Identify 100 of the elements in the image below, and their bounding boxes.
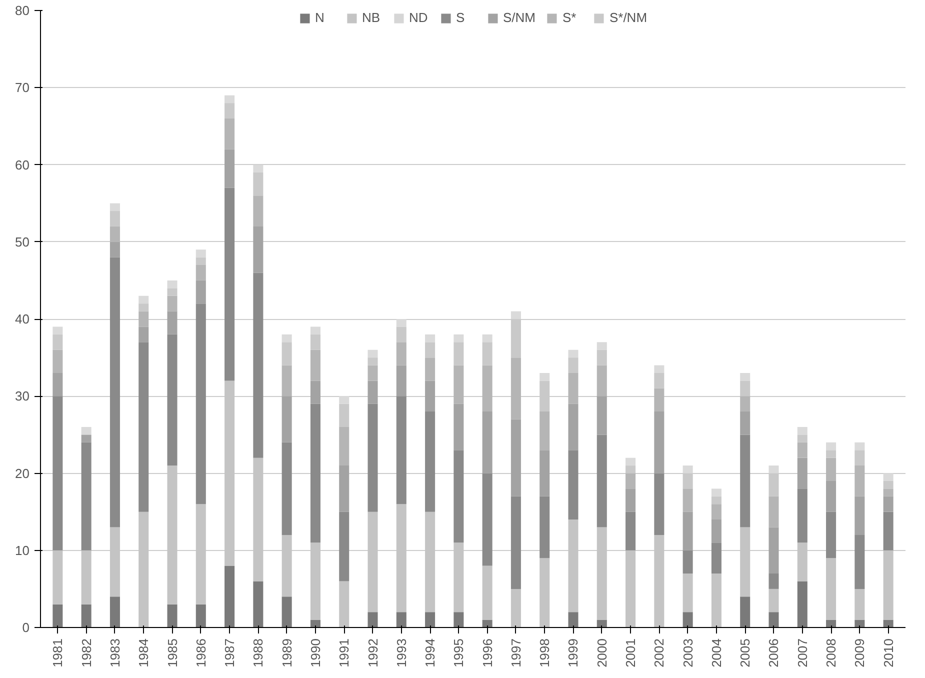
bar	[797, 488, 808, 543]
bar	[682, 550, 693, 574]
x-tick-label: 1987	[222, 638, 238, 668]
bar	[138, 342, 149, 512]
bar	[81, 442, 92, 550]
bar	[196, 304, 206, 504]
bar	[510, 419, 521, 496]
bar	[682, 512, 693, 550]
x-tick-label: 2006	[766, 638, 782, 668]
bar	[768, 496, 779, 528]
legend-label: S*	[562, 10, 578, 25]
bar	[740, 372, 750, 381]
x-tick-label: 2010	[880, 638, 896, 668]
bar	[826, 480, 836, 512]
bar	[81, 604, 92, 628]
bar	[854, 534, 865, 589]
bar	[368, 612, 378, 628]
legend-label: N	[314, 10, 326, 25]
bar	[196, 604, 206, 628]
bar	[711, 574, 722, 628]
x-tick-label: 1984	[136, 638, 152, 668]
bar	[310, 404, 320, 543]
bar	[711, 488, 722, 496]
bar	[540, 496, 550, 558]
bar	[626, 466, 636, 474]
bar	[682, 473, 693, 489]
bar	[396, 365, 406, 396]
bar	[282, 442, 292, 535]
bar	[654, 372, 664, 388]
bar	[310, 380, 320, 404]
x-tick-label: 1982	[78, 638, 94, 668]
x-tick-label: 1988	[250, 638, 266, 668]
bar	[454, 342, 464, 366]
y-tick-label: 40	[15, 312, 30, 326]
bar	[826, 458, 836, 481]
bar	[396, 326, 406, 342]
x-tick-label: 2008	[824, 638, 839, 668]
bar	[510, 496, 521, 589]
x-tick-label: 1992	[365, 638, 380, 668]
bar	[454, 612, 464, 628]
bar	[654, 473, 664, 535]
bar	[596, 365, 607, 396]
bar	[368, 350, 378, 358]
bar	[482, 365, 492, 412]
bar	[282, 596, 292, 628]
bar	[883, 473, 894, 481]
bar	[339, 404, 350, 427]
legend-label: NB	[362, 10, 382, 25]
bar	[167, 280, 178, 288]
x-tick-label: 2003	[680, 638, 696, 668]
bar	[826, 558, 836, 620]
legend-label: S/NM	[502, 10, 536, 25]
bar	[368, 358, 378, 366]
x-tick-label: 1981	[50, 638, 66, 668]
x-tick-label: 1989	[279, 638, 294, 668]
x-tick-label: 1983	[107, 638, 122, 668]
bar	[167, 288, 178, 296]
bar	[740, 412, 750, 435]
bar	[167, 604, 178, 628]
bar	[740, 396, 750, 412]
bar	[253, 226, 264, 273]
bar	[768, 466, 779, 474]
bar	[768, 527, 779, 574]
bar	[626, 512, 636, 550]
bar	[339, 396, 350, 404]
bar	[768, 612, 779, 628]
bar	[596, 434, 607, 528]
x-tick-label: 1986	[193, 638, 208, 668]
bar	[596, 396, 607, 435]
x-tick-label: 2009	[852, 638, 868, 668]
x-tick-label: 2001	[623, 638, 638, 668]
bar	[110, 226, 120, 242]
bar	[52, 350, 63, 373]
bar	[253, 272, 264, 458]
bar	[368, 380, 378, 404]
bar	[310, 350, 320, 381]
y-tick-label: 30	[15, 388, 30, 404]
bar	[425, 412, 436, 512]
bar	[454, 404, 464, 450]
bar	[396, 396, 406, 504]
x-tick-label: 1991	[336, 638, 352, 668]
bar	[711, 504, 722, 520]
bar	[196, 257, 206, 266]
bar	[52, 326, 63, 334]
bar	[138, 311, 149, 327]
bar	[310, 334, 320, 350]
bar	[110, 596, 120, 628]
bar	[711, 496, 722, 504]
bar	[540, 372, 550, 381]
y-tick-label: 80	[15, 3, 30, 18]
y-tick-label: 50	[15, 234, 30, 250]
bar	[282, 396, 292, 442]
bar	[224, 118, 235, 150]
legend-label: S*/NM	[609, 10, 648, 25]
bar	[682, 612, 693, 628]
bar	[797, 434, 808, 442]
bar	[454, 450, 464, 543]
bar	[482, 412, 492, 474]
bar	[596, 350, 607, 366]
bar	[797, 458, 808, 489]
